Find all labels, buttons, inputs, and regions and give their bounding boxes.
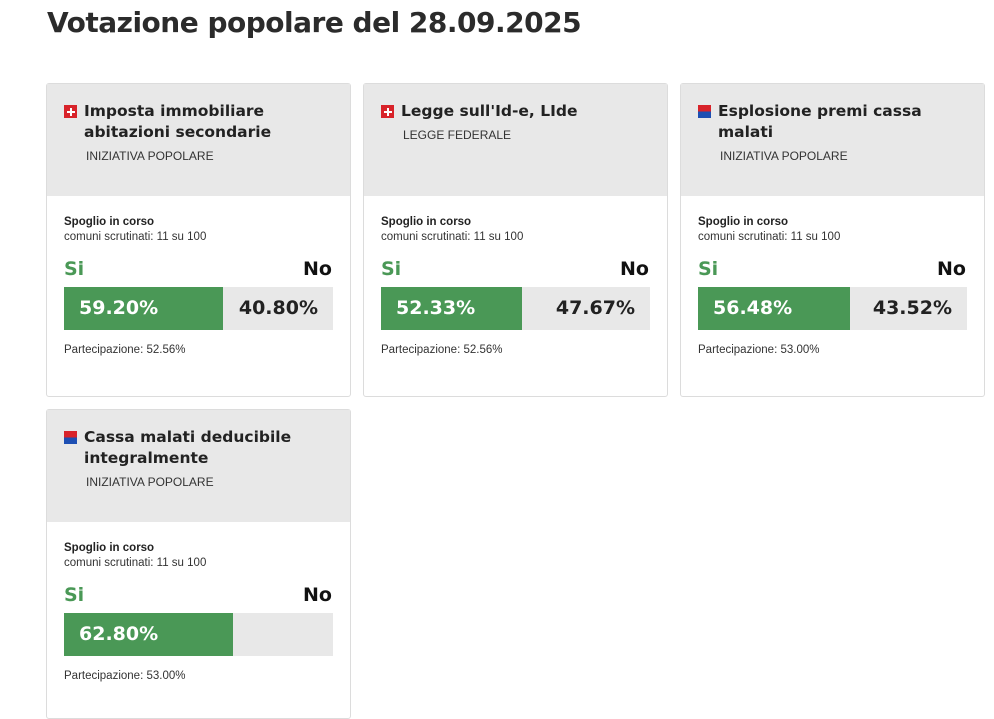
yes-label: Si — [64, 258, 85, 280]
municipalities-counted: comuni scrutinati: 11 su 100 — [381, 231, 524, 243]
card-body: Spoglio in corso comuni scrutinati: 11 s… — [364, 196, 667, 356]
yes-no-labels: Si No — [698, 258, 966, 280]
ticino-flag-icon — [64, 431, 77, 444]
card-header: Legge sull'Id-e, LIde LEGGE FEDERALE — [364, 84, 667, 196]
no-percentage: 40.80% — [238, 297, 318, 319]
no-label: No — [303, 258, 332, 280]
vote-card-cassa-malati-deducibile[interactable]: Cassa malati deducibile integralmente IN… — [46, 409, 351, 719]
yes-percentage: 56.48% — [713, 297, 793, 319]
municipalities-counted: comuni scrutinati: 11 su 100 — [64, 231, 207, 243]
ticino-flag-icon — [698, 105, 711, 118]
card-title[interactable]: Esplosione premi cassa malati — [718, 102, 922, 141]
participation: Partecipazione: 53.00% — [698, 344, 820, 356]
no-percentage: 43.52% — [872, 297, 952, 319]
participation: Partecipazione: 52.56% — [64, 344, 186, 356]
count-status: Spoglio in corso — [698, 216, 789, 228]
card-body: Spoglio in corso comuni scrutinati: 11 s… — [681, 196, 984, 356]
result-bar: 59.20% 40.80% — [64, 287, 333, 330]
no-percentage: 47.67% — [555, 297, 635, 319]
yes-bar-fill — [64, 287, 224, 330]
card-header: Imposta immobiliare abitazioni secondari… — [47, 84, 350, 196]
card-type: INIZIATIVA POPOLARE — [86, 475, 214, 489]
card-type: INIZIATIVA POPOLARE — [720, 149, 848, 163]
card-type: INIZIATIVA POPOLARE — [86, 149, 214, 163]
swiss-flag-icon — [64, 105, 77, 118]
vote-card-imposta-immobiliare[interactable]: Imposta immobiliare abitazioni secondari… — [46, 83, 351, 397]
yes-no-labels: Si No — [64, 584, 332, 606]
yes-no-labels: Si No — [381, 258, 649, 280]
card-type: LEGGE FEDERALE — [403, 128, 512, 142]
no-label: No — [620, 258, 649, 280]
vote-card-esplosione-premi[interactable]: Esplosione premi cassa malati INIZIATIVA… — [680, 83, 985, 397]
count-status: Spoglio in corso — [381, 216, 472, 228]
yes-bar-fill — [64, 613, 233, 656]
participation: Partecipazione: 53.00% — [64, 670, 186, 682]
yes-bar-fill — [698, 287, 850, 330]
card-body: Spoglio in corso comuni scrutinati: 11 s… — [47, 196, 350, 356]
card-header: Cassa malati deducibile integralmente IN… — [47, 410, 350, 522]
count-status: Spoglio in corso — [64, 216, 155, 228]
yes-percentage: 52.33% — [396, 297, 476, 319]
card-title[interactable]: Imposta immobiliare abitazioni secondari… — [84, 102, 272, 141]
yes-bar-fill — [381, 287, 522, 330]
yes-label: Si — [64, 584, 85, 606]
vote-card-legge-id-e[interactable]: Legge sull'Id-e, LIde LEGGE FEDERALE Spo… — [363, 83, 668, 397]
yes-percentage: 59.20% — [79, 297, 159, 319]
result-bar: 56.48% 43.52% — [698, 287, 967, 330]
swiss-flag-icon — [381, 105, 394, 118]
participation: Partecipazione: 52.56% — [381, 344, 503, 356]
yes-percentage: 62.80% — [79, 623, 159, 645]
municipalities-counted: comuni scrutinati: 11 su 100 — [64, 557, 207, 569]
yes-label: Si — [698, 258, 719, 280]
yes-no-labels: Si No — [64, 258, 332, 280]
no-label: No — [303, 584, 332, 606]
yes-label: Si — [381, 258, 402, 280]
card-header: Esplosione premi cassa malati INIZIATIVA… — [681, 84, 984, 196]
page-title: Votazione popolare del 28.09.2025 — [47, 6, 582, 39]
municipalities-counted: comuni scrutinati: 11 su 100 — [698, 231, 841, 243]
result-bar: 52.33% 47.67% — [381, 287, 650, 330]
card-title[interactable]: Legge sull'Id-e, LIde — [401, 102, 578, 120]
card-body: Spoglio in corso comuni scrutinati: 11 s… — [47, 522, 350, 682]
no-label: No — [937, 258, 966, 280]
card-title[interactable]: Cassa malati deducibile integralmente — [84, 428, 292, 467]
result-bar: 62.80% — [64, 613, 333, 656]
count-status: Spoglio in corso — [64, 542, 155, 554]
